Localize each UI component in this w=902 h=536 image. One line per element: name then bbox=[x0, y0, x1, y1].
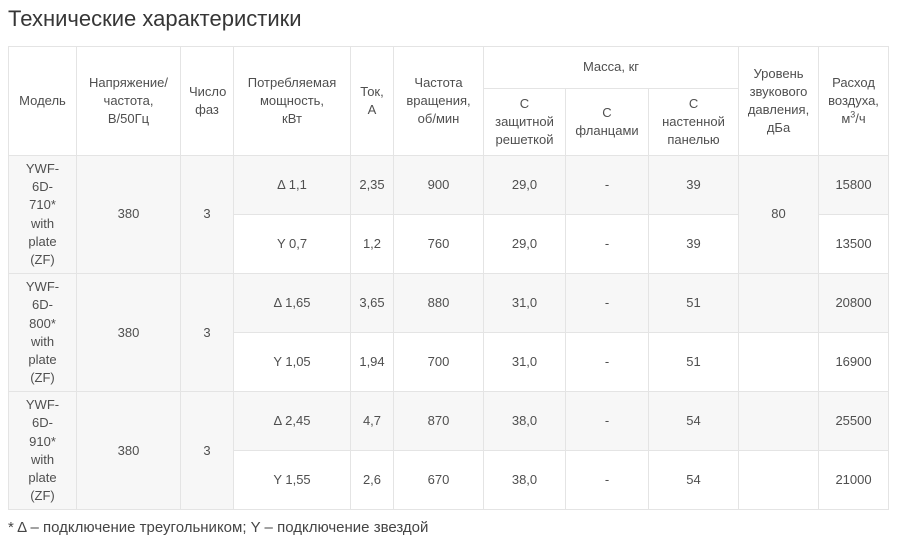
cell-mass-grille: 29,0 bbox=[483, 214, 566, 275]
cell-mass-grille: 38,0 bbox=[483, 450, 566, 511]
cell-speed: 880 bbox=[393, 273, 484, 334]
cell-power: Y 1,55 bbox=[233, 450, 351, 511]
cell-mass-panel: 54 bbox=[647, 450, 740, 511]
table-row: Y 1,55 2,6 670 38,0 - 54 21000 bbox=[9, 450, 890, 511]
col-header-power: Потребляемая мощность, кВт bbox=[233, 46, 351, 156]
cell-phases: 3 bbox=[180, 154, 234, 275]
cell-model: YWF- 6D- 800* with plate (ZF) bbox=[8, 273, 77, 393]
table-row: YWF- 6D- 710* with plate (ZF) 380 3 Δ 1,… bbox=[8, 154, 890, 275]
cell-mass-flanges: - bbox=[565, 154, 649, 216]
col-header-mass-flanges: С фланцами bbox=[565, 88, 649, 156]
cell-noise bbox=[738, 450, 820, 511]
cell-mass-flanges: - bbox=[565, 332, 649, 393]
col-header-mass-panel: С настенной панелью bbox=[647, 88, 740, 156]
airflow-unit-suffix: /ч bbox=[855, 111, 866, 127]
airflow-superscript: 3 bbox=[850, 109, 856, 120]
cell-phases: 3 bbox=[180, 391, 234, 511]
cell-power: Y 0,7 bbox=[233, 214, 351, 275]
header-row-top: Модель Напряжение/ частота, В/50Гц Число… bbox=[8, 46, 890, 156]
cell-speed: 760 bbox=[393, 214, 484, 275]
cell-airflow: 13500 bbox=[818, 214, 890, 275]
cell-current: 2,35 bbox=[350, 154, 394, 216]
col-header-speed: Частота вращения, об/мин bbox=[393, 46, 484, 156]
header-row-sub: С защитной решеткой С фланцами С настенн… bbox=[9, 88, 889, 156]
table-row: YWF- 6D- 800* with plate (ZF) 380 3 Δ 1,… bbox=[8, 273, 890, 393]
cell-current: 2,6 bbox=[350, 450, 394, 511]
specs-table: Модель Напряжение/ частота, В/50Гц Число… bbox=[8, 46, 890, 511]
col-header-model: Модель bbox=[8, 46, 77, 156]
cell-mass-flanges: - bbox=[565, 450, 649, 511]
cell-mass-grille: 31,0 bbox=[483, 332, 566, 393]
cell-current: 4,7 bbox=[350, 391, 394, 452]
cell-model: YWF- 6D- 710* with plate (ZF) bbox=[8, 154, 77, 275]
cell-noise bbox=[738, 391, 820, 452]
cell-current: 3,65 bbox=[350, 273, 394, 334]
cell-speed: 900 bbox=[393, 154, 484, 216]
cell-current: 1,94 bbox=[350, 332, 394, 393]
cell-airflow: 25500 bbox=[818, 391, 890, 452]
cell-speed: 870 bbox=[393, 391, 484, 452]
cell-phases: 3 bbox=[180, 273, 234, 393]
cell-current: 1,2 bbox=[350, 214, 394, 275]
cell-mass-panel: 39 bbox=[647, 154, 740, 216]
col-header-noise: Уровень звукового давления, дБа bbox=[738, 46, 820, 156]
page-title: Технические характеристики bbox=[8, 6, 302, 31]
col-header-mass-group: Масса, кг bbox=[482, 46, 740, 89]
cell-mass-grille: 38,0 bbox=[483, 391, 566, 452]
airflow-label: Расход воздуха, м bbox=[828, 74, 879, 127]
cell-airflow: 15800 bbox=[818, 154, 890, 216]
cell-voltage: 380 bbox=[76, 273, 181, 393]
cell-mass-panel: 54 bbox=[647, 391, 740, 452]
cell-power: Δ 1,65 bbox=[233, 273, 351, 334]
table-row: YWF- 6D- 910* with plate (ZF) 380 3 Δ 2,… bbox=[8, 391, 890, 511]
col-header-airflow: Расход воздуха, м3/ч bbox=[818, 46, 890, 156]
col-header-voltage: Напряжение/ частота, В/50Гц bbox=[76, 46, 181, 156]
cell-mass-grille: 29,0 bbox=[483, 154, 566, 216]
cell-airflow: 20800 bbox=[818, 273, 890, 334]
cell-mass-panel: 39 bbox=[647, 214, 740, 275]
cell-airflow: 21000 bbox=[818, 450, 890, 511]
cell-power: Y 1,05 bbox=[233, 332, 351, 393]
cell-voltage: 380 bbox=[76, 154, 181, 275]
col-header-current: Ток, А bbox=[350, 46, 394, 156]
cell-speed: 700 bbox=[393, 332, 484, 393]
cell-noise bbox=[738, 273, 820, 334]
cell-mass-flanges: - bbox=[565, 273, 649, 334]
cell-mass-flanges: - bbox=[565, 391, 649, 452]
cell-mass-panel: 51 bbox=[647, 273, 740, 334]
cell-power: Δ 2,45 bbox=[233, 391, 351, 452]
cell-noise bbox=[738, 332, 820, 393]
cell-speed: 670 bbox=[393, 450, 484, 511]
cell-mass-panel: 51 bbox=[647, 332, 740, 393]
col-header-mass-grille: С защитной решеткой bbox=[483, 88, 566, 156]
cell-mass-grille: 31,0 bbox=[483, 273, 566, 334]
cell-power: Δ 1,1 bbox=[233, 154, 351, 216]
cell-noise: 80 bbox=[738, 154, 820, 275]
cell-airflow: 16900 bbox=[818, 332, 890, 393]
cell-voltage: 380 bbox=[76, 391, 181, 511]
col-header-phases: Число фаз bbox=[180, 46, 234, 156]
cell-model: YWF- 6D- 910* with plate (ZF) bbox=[8, 391, 77, 511]
cell-mass-flanges: - bbox=[565, 214, 649, 275]
